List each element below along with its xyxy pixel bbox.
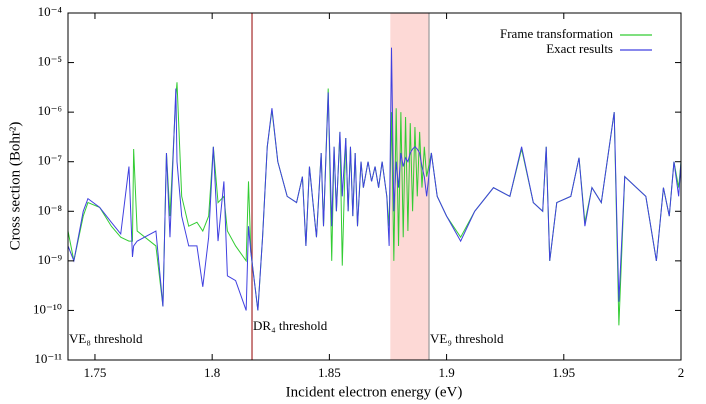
y-tick-label: 10⁻⁹ bbox=[38, 252, 63, 267]
x-tick-label: 2 bbox=[678, 365, 685, 380]
legend-label: Exact results bbox=[546, 41, 613, 56]
x-axis-title: Incident electron energy (eV) bbox=[286, 384, 463, 400]
legend-label: Frame transformation bbox=[500, 26, 613, 41]
y-axis-title: Cross section (Bohr²) bbox=[7, 122, 23, 251]
y-tick-label: 10⁻¹¹ bbox=[34, 351, 62, 366]
y-tick-label: 10⁻⁷ bbox=[38, 153, 62, 168]
plot-frame bbox=[67, 12, 682, 361]
y-tick-label: 10⁻¹⁰ bbox=[33, 301, 62, 316]
x-tick-label: 1.75 bbox=[84, 365, 107, 380]
annotation: DR₄ threshold bbox=[253, 318, 328, 333]
series-line bbox=[68, 47, 681, 311]
y-tick-label: 10⁻⁶ bbox=[38, 103, 62, 118]
x-tick-label: 1.95 bbox=[552, 365, 575, 380]
y-tick-label: 10⁻⁸ bbox=[38, 202, 63, 217]
y-tick-label: 10⁻⁵ bbox=[38, 54, 62, 69]
annotation: VE₉ threshold bbox=[430, 331, 504, 346]
x-tick-label: 1.8 bbox=[204, 365, 220, 380]
y-tick-label: 10⁻⁴ bbox=[38, 4, 63, 19]
x-tick-label: 1.85 bbox=[318, 365, 341, 380]
annotation: VE₈ threshold bbox=[69, 331, 143, 346]
x-tick-label: 1.9 bbox=[438, 365, 454, 380]
shaded-region bbox=[390, 13, 430, 360]
